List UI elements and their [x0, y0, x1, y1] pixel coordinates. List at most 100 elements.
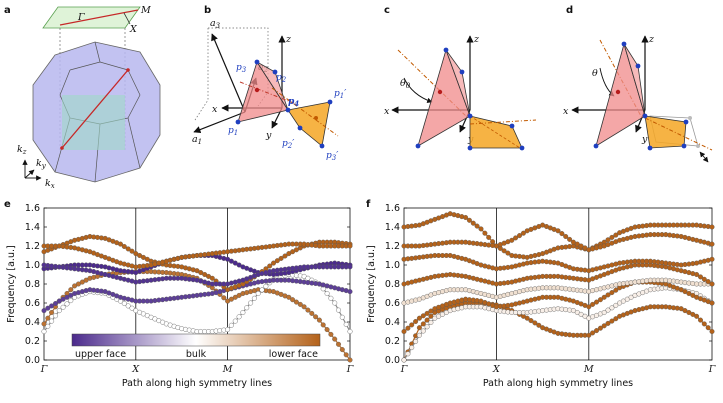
x-label: x — [563, 106, 569, 117]
band-point — [463, 214, 469, 220]
vertex — [519, 145, 525, 151]
vertex — [443, 47, 449, 53]
ghost-vertex — [688, 116, 692, 120]
band-point — [466, 217, 472, 223]
band-point — [424, 317, 430, 323]
y-label: y — [265, 130, 272, 141]
vertex-p1-prime — [327, 99, 333, 105]
y-tick-label: 1.6 — [385, 203, 400, 214]
upper-tetrahedron — [595, 42, 646, 147]
p3-prime-label: p3′ — [326, 151, 338, 162]
path-point — [60, 146, 64, 150]
band-point — [41, 308, 47, 314]
band-point — [701, 276, 707, 282]
band-point — [251, 295, 257, 301]
rotation-axis — [469, 119, 537, 125]
band-point — [528, 318, 534, 324]
panel-d-label: d — [566, 5, 573, 16]
band-point — [416, 325, 422, 331]
hinge-marker — [615, 89, 621, 95]
band-point — [409, 345, 415, 351]
band-point — [228, 322, 234, 328]
ky-axis — [24, 169, 35, 179]
x-tick-label: Γ — [400, 364, 408, 375]
band-point — [49, 303, 55, 309]
y-tick-label: 0.2 — [385, 336, 400, 347]
p2-prime-label: p2′ — [282, 139, 294, 150]
band-point — [694, 272, 700, 278]
y-tick-label: 0.0 — [385, 355, 400, 366]
band-point — [309, 310, 315, 316]
band-point — [470, 220, 476, 226]
ghost-vertex — [696, 144, 700, 148]
band-point — [559, 231, 565, 237]
band-point — [532, 320, 538, 326]
cell-box — [194, 28, 209, 121]
x-label: x — [384, 106, 390, 117]
band-point — [209, 275, 215, 281]
band-point — [221, 295, 227, 301]
band-point — [274, 258, 280, 264]
band-point — [601, 294, 607, 300]
band-point — [709, 256, 715, 262]
vertex — [683, 119, 689, 125]
band-point — [347, 289, 353, 295]
lower-tetrahedron — [469, 115, 523, 149]
band-point — [129, 305, 135, 311]
band-point — [517, 233, 523, 239]
band-point — [125, 246, 131, 252]
band-point — [45, 305, 51, 311]
band-point — [68, 298, 74, 304]
vertex-p3-prime — [319, 143, 325, 149]
colorbar-right-label: lower face — [269, 349, 318, 360]
theta-label: θ — [592, 68, 598, 79]
vertex — [647, 145, 653, 151]
band-point — [594, 328, 600, 334]
band-point — [49, 310, 55, 316]
x-axis-label: Path along high symmetry lines — [122, 378, 272, 389]
vertex — [681, 143, 687, 149]
band-point — [324, 327, 330, 333]
x-tick-label: X — [131, 364, 140, 375]
upper-tetrahedron — [417, 48, 471, 147]
x-tick-label: Γ — [346, 364, 354, 375]
y-tick-label: 1.0 — [385, 260, 400, 271]
band-point — [513, 235, 519, 241]
x-axis-label: Path along high symmetry lines — [483, 378, 633, 389]
band-line — [43, 271, 351, 361]
band-point — [613, 316, 619, 322]
bz-plane — [42, 6, 141, 29]
band-point — [401, 329, 407, 335]
band-point — [701, 321, 707, 327]
vertex-p4 — [285, 107, 291, 113]
gamma-label: Γ — [77, 12, 85, 23]
vertex — [593, 143, 599, 149]
panel-c: c z x y θ0 — [384, 5, 537, 151]
band-point — [336, 341, 342, 347]
panel-c-label: c — [384, 5, 390, 16]
ky-label: ky — [36, 158, 47, 170]
band-point — [297, 301, 303, 307]
path-point — [126, 68, 130, 72]
y-label: y — [641, 134, 648, 145]
band-point — [347, 243, 353, 249]
vertex — [467, 145, 473, 151]
vertex — [415, 143, 421, 149]
band-point — [428, 308, 434, 314]
band-point — [316, 317, 322, 323]
band-point — [236, 314, 242, 320]
band-point — [53, 301, 59, 307]
band-point — [117, 241, 123, 247]
band-point — [64, 301, 70, 307]
band-point — [605, 320, 611, 326]
band-point — [68, 287, 74, 293]
band-point — [409, 322, 415, 328]
band-point — [605, 292, 611, 298]
kx-label: kx — [45, 178, 55, 190]
bz-edge — [94, 41, 101, 63]
y-tick-label: 0.4 — [25, 317, 40, 328]
panel-b: b a3 a2 a1 z x y p3 p2 p — [192, 5, 346, 162]
band-point — [60, 304, 66, 310]
y-axis-label: Frequency [a.u.] — [366, 245, 377, 322]
band-point — [232, 318, 238, 324]
